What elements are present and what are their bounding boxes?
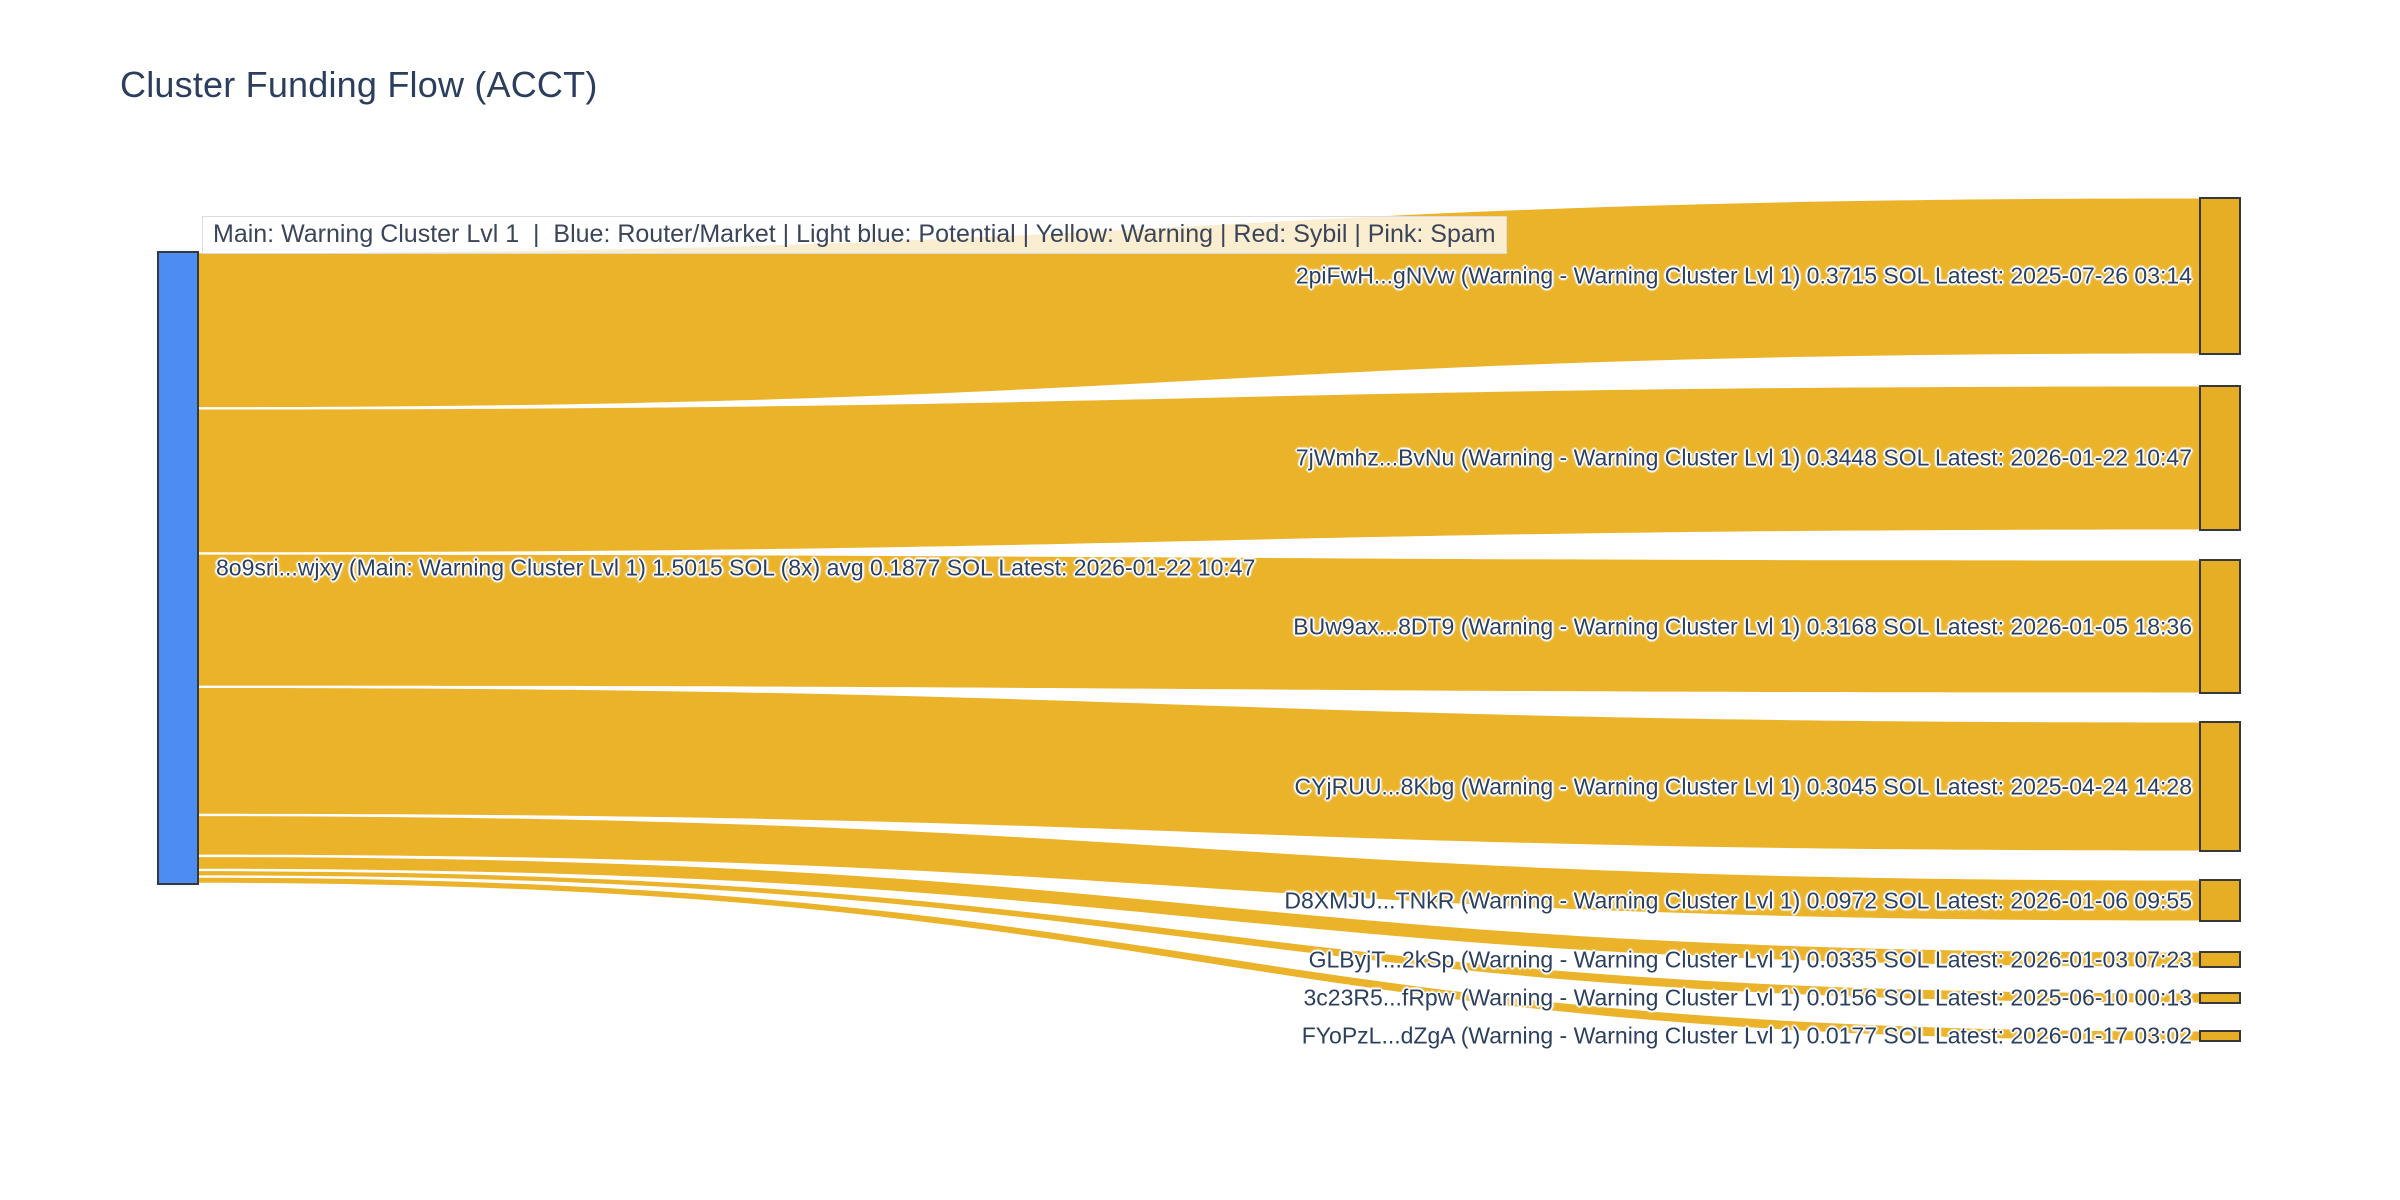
sankey-target-node[interactable] [2199, 197, 2241, 355]
sankey-target-node[interactable] [2199, 385, 2241, 531]
sankey-link[interactable] [198, 857, 2200, 967]
sankey-link[interactable] [198, 871, 2200, 1003]
sankey-target-node[interactable] [2199, 879, 2241, 922]
sankey-link[interactable] [198, 816, 2200, 921]
sankey-target-node[interactable] [2199, 721, 2241, 852]
sankey-link[interactable] [198, 877, 2200, 1041]
sankey-target-node[interactable] [2199, 951, 2241, 968]
legend-note: Main: Warning Cluster Lvl 1 | Blue: Rout… [202, 216, 1507, 254]
sankey-target-node[interactable] [2199, 992, 2241, 1004]
sankey-link[interactable] [198, 554, 2200, 693]
sankey-link[interactable] [198, 688, 2200, 851]
sankey-target-node[interactable] [2199, 559, 2241, 694]
sankey-source-node[interactable] [157, 251, 199, 885]
sankey-link[interactable] [198, 386, 2200, 553]
page-title: Cluster Funding Flow (ACCT) [120, 64, 598, 105]
sankey-target-node[interactable] [2199, 1030, 2241, 1042]
